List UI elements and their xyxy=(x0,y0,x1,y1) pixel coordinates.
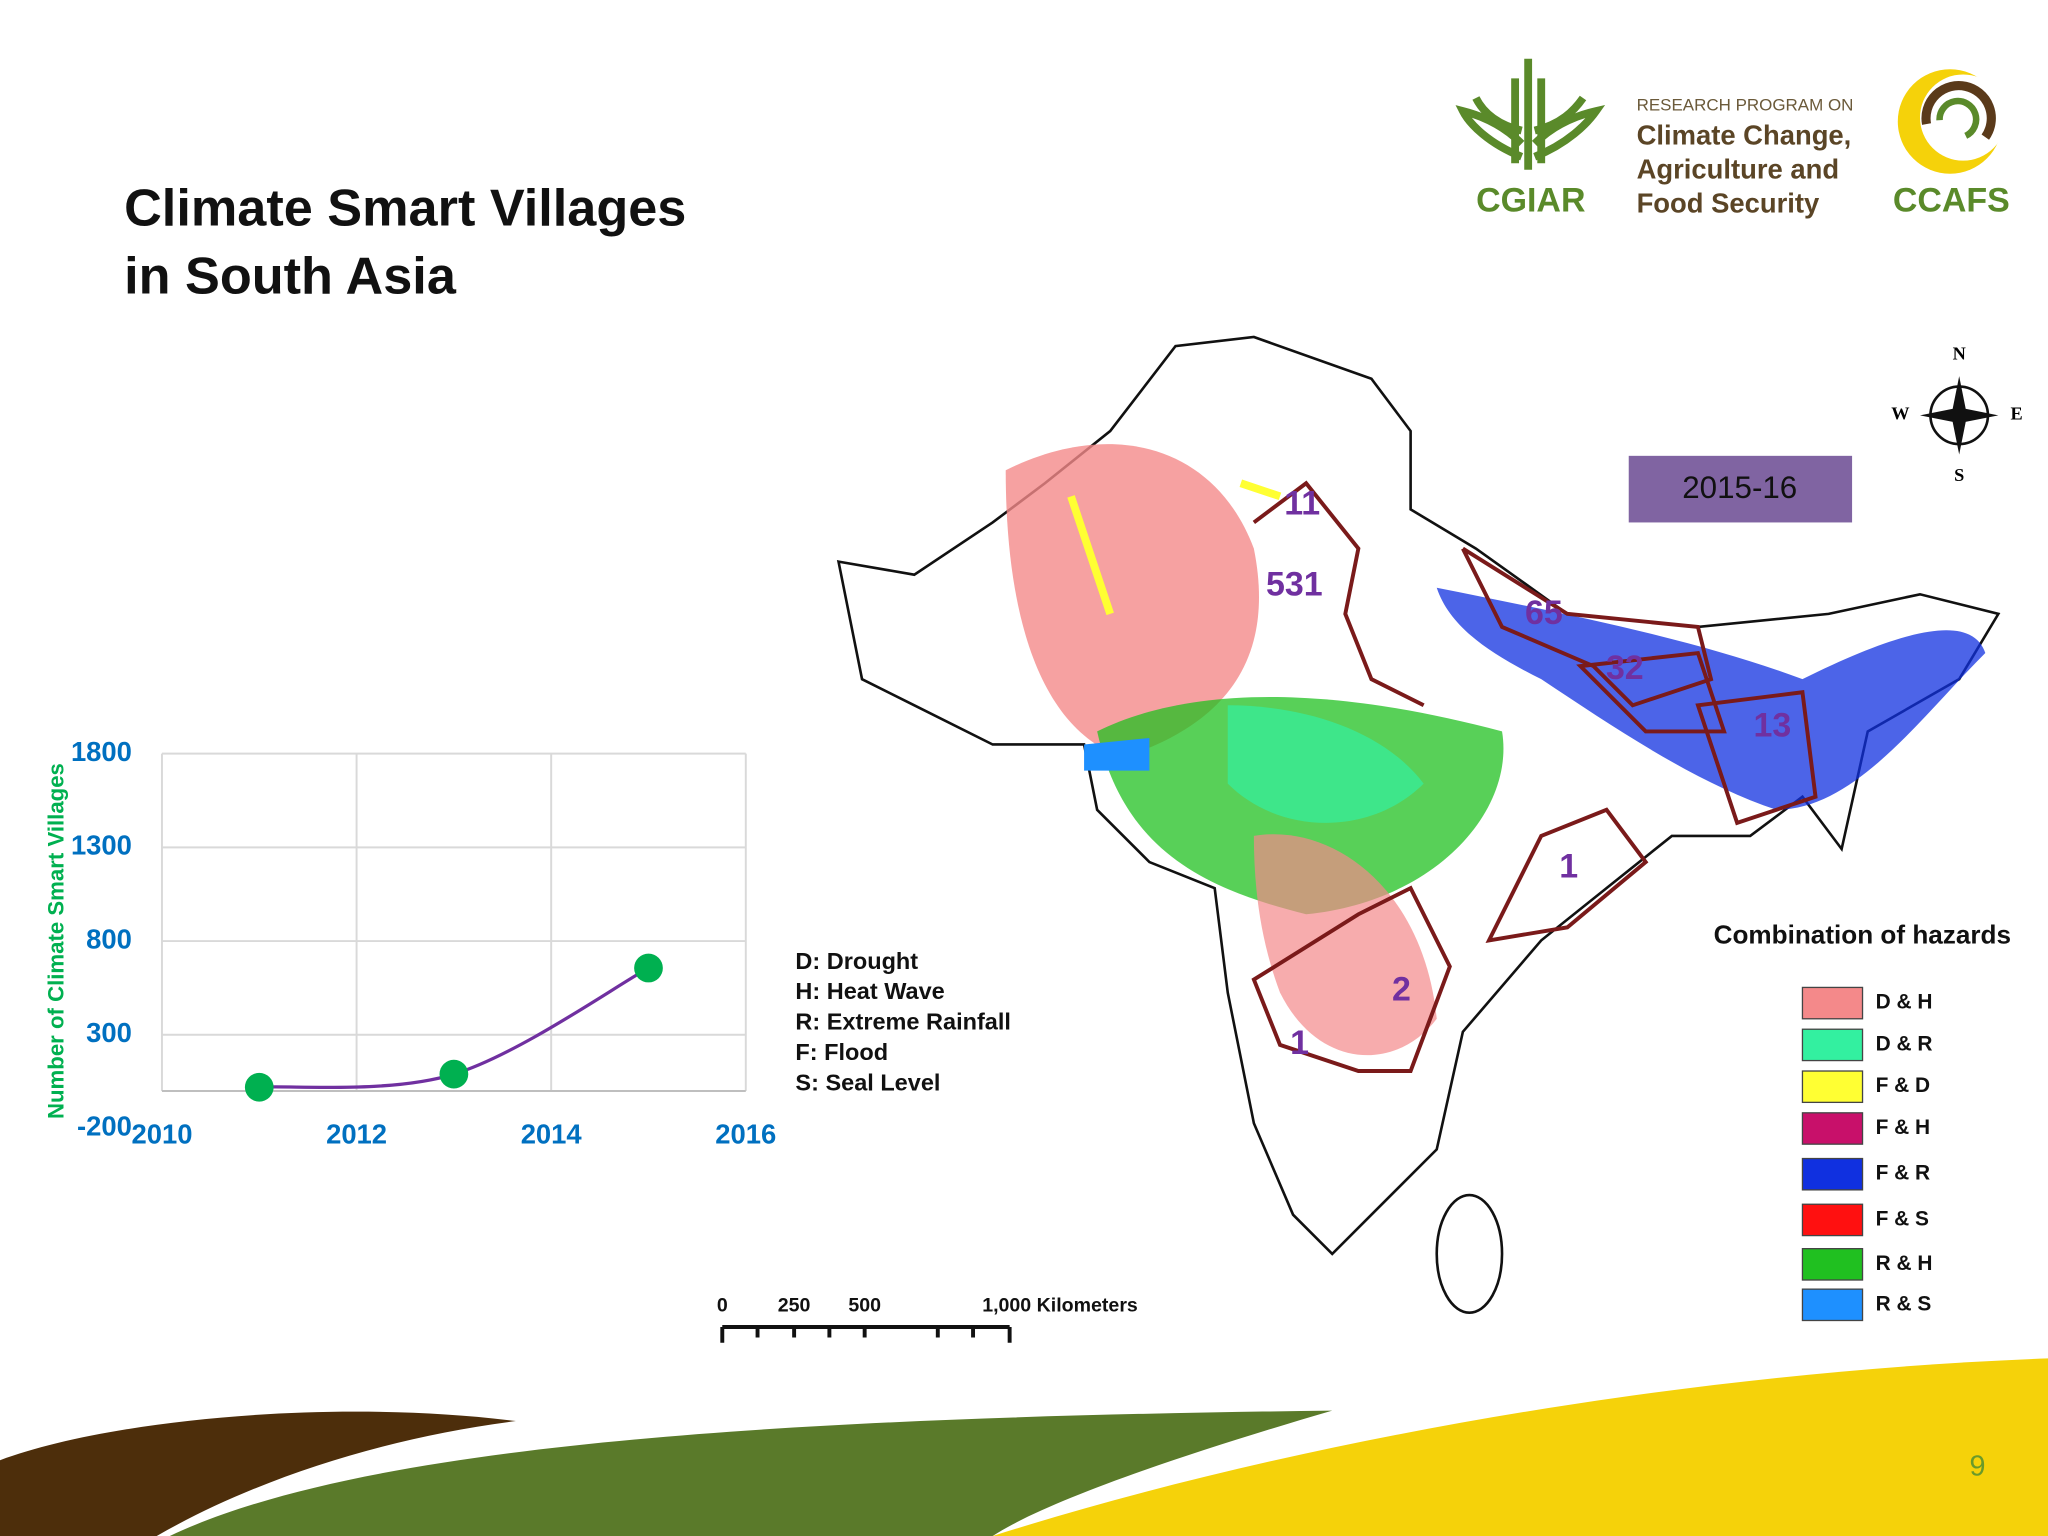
region-count: 1 xyxy=(1290,1024,1309,1062)
legend-swatch xyxy=(1801,1070,1864,1104)
y-tick-label: 1800 xyxy=(71,736,132,767)
cgiar-logo xyxy=(1455,58,1606,170)
y-tick-label: 300 xyxy=(86,1017,132,1048)
x-tick-label: 2012 xyxy=(326,1119,387,1150)
compass-e: E xyxy=(2011,404,2023,424)
compass-s: S xyxy=(1954,465,1964,485)
legend-label: D & H xyxy=(1876,991,1933,1014)
legend-label: D & R xyxy=(1876,1032,1933,1055)
program-line: Food Security xyxy=(1637,187,1820,218)
period-box xyxy=(1628,455,1853,523)
title: Climate Smart Villages xyxy=(124,179,686,237)
compass-w: W xyxy=(1891,404,1909,424)
region-count: 1 xyxy=(1559,848,1578,886)
program-intro: RESEARCH PROGRAM ON xyxy=(1637,95,1854,114)
scale-label: 1,000 Kilometers xyxy=(982,1294,1138,1316)
legend-label: R & H xyxy=(1876,1252,1933,1275)
period-label: 2015-16 xyxy=(1682,470,1797,505)
scale-label: 250 xyxy=(778,1294,811,1316)
hazard-key: D: Drought xyxy=(795,948,918,974)
scale-label: 0 xyxy=(717,1294,728,1316)
legend-label: F & S xyxy=(1876,1207,1929,1230)
cgiar-text: CGIAR xyxy=(1476,181,1585,219)
legend-label: R & S xyxy=(1876,1292,1932,1315)
compass xyxy=(1920,376,1999,455)
x-tick-label: 2016 xyxy=(715,1119,776,1150)
region-count: 13 xyxy=(1754,706,1792,744)
ccafs-logo xyxy=(1897,69,2007,174)
swoosh-green xyxy=(169,1410,1333,1536)
region-count: 65 xyxy=(1525,594,1563,632)
y-tick-label: 1300 xyxy=(71,830,132,861)
chart: -200 300 800 1300 1800 2010 2012 2014 2016 Number… xyxy=(43,736,776,1150)
point xyxy=(634,953,663,983)
point xyxy=(439,1059,469,1089)
scale-bar xyxy=(720,1325,1012,1343)
hazard-key: F: Flood xyxy=(795,1039,888,1065)
point xyxy=(244,1072,274,1102)
region-count: 32 xyxy=(1606,649,1644,687)
compass-n: N xyxy=(1953,343,1966,363)
legend-swatch xyxy=(1801,1112,1864,1145)
legend-swatch xyxy=(1801,1203,1864,1237)
program-line: Agriculture and xyxy=(1637,153,1840,184)
hazard-key: R: Extreme Rainfall xyxy=(795,1009,1010,1035)
page-number: 9 xyxy=(1969,1451,1985,1483)
y-tick-label: -200 xyxy=(77,1111,132,1142)
legend-swatch xyxy=(1801,1248,1864,1281)
ccafs-text: CCAFS xyxy=(1893,181,2010,219)
hazard-key: S: Seal Level xyxy=(795,1070,940,1096)
legend-swatch xyxy=(1801,1288,1864,1322)
map: 2015-16 N W E S Combination of hazards xyxy=(720,335,2023,1343)
region-count: 11 xyxy=(1284,484,1320,522)
legend-label: F & H xyxy=(1876,1116,1931,1139)
x-tick-label: 2010 xyxy=(131,1119,192,1150)
legend-swatch xyxy=(1801,986,1864,1020)
legend-label: F & R xyxy=(1876,1162,1931,1185)
legend-swatch xyxy=(1801,1028,1864,1062)
x-tick-label: 2014 xyxy=(521,1119,583,1150)
scale-label: 500 xyxy=(848,1294,881,1316)
legend-swatch xyxy=(1801,1157,1864,1191)
hazard-key: H: Heat Wave xyxy=(795,978,944,1004)
swoosh-brown xyxy=(0,1411,516,1536)
region-count: 531 xyxy=(1266,565,1323,603)
region-count: 2 xyxy=(1392,970,1411,1008)
swoosh-yellow xyxy=(992,1358,2048,1536)
y-tick-label: 800 xyxy=(86,923,132,954)
legend-label: F & D xyxy=(1876,1074,1931,1097)
subtitle: in South Asia xyxy=(124,247,457,305)
legend-title: Combination of hazards xyxy=(1714,919,2011,949)
y-axis-label: Number of Climate Smart Villages xyxy=(43,763,68,1119)
map-extras: 11 531 65 32 13 1 2 1 D: Drought H: Heat Wave R: E… xyxy=(717,484,1933,1322)
program-line: Climate Change, xyxy=(1637,119,1852,150)
